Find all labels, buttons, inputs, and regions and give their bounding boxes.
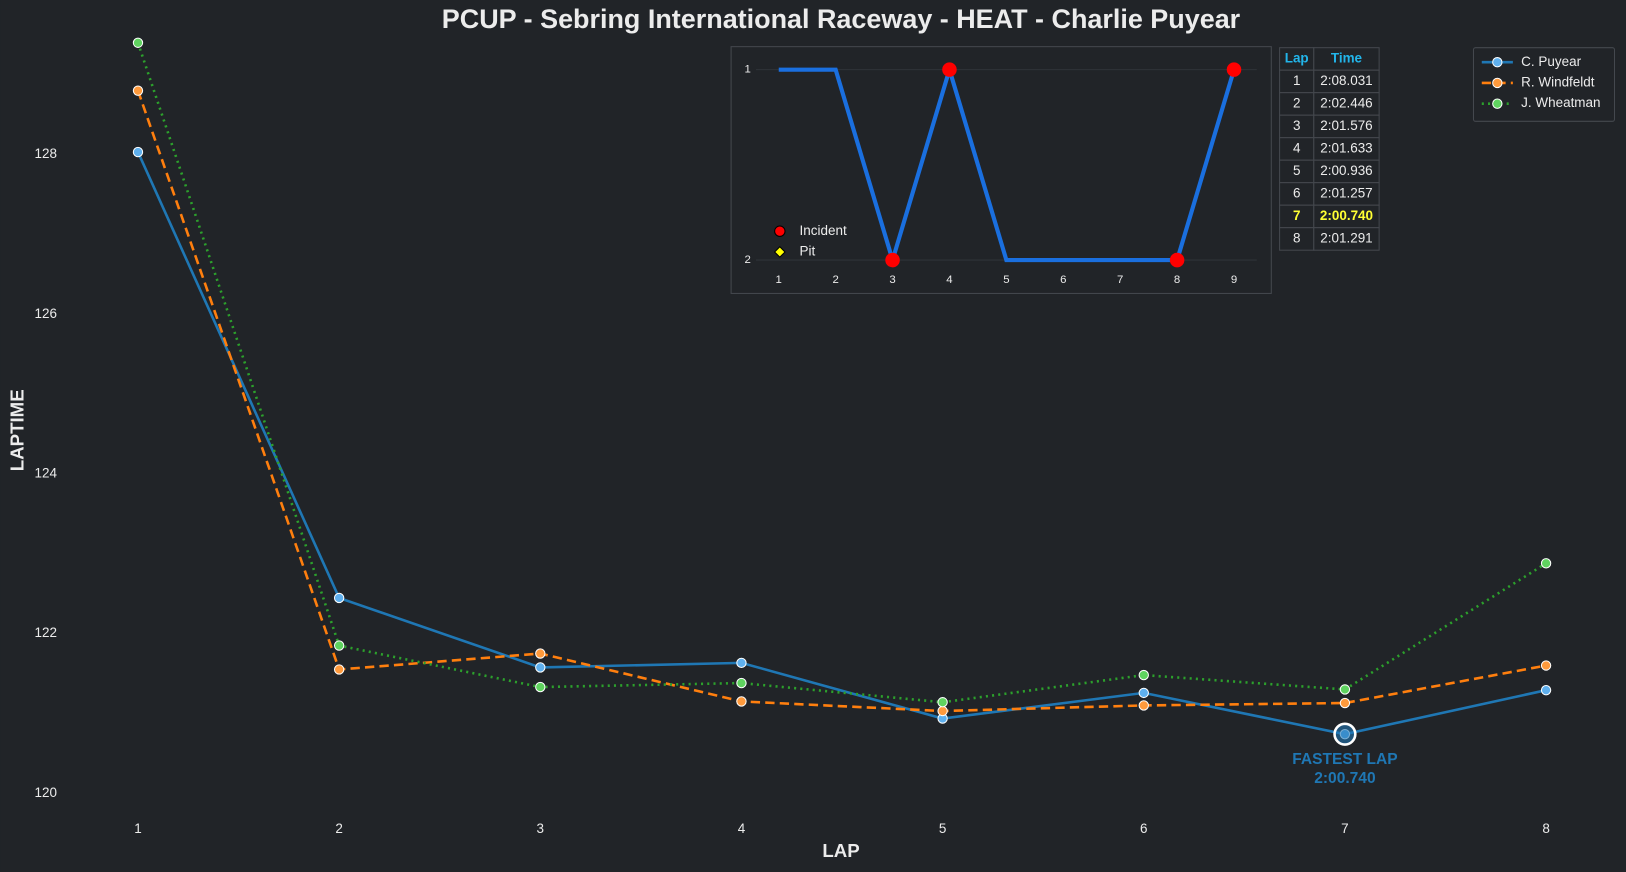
incident-marker <box>1226 62 1242 77</box>
x-tick-label: 6 <box>1140 821 1148 836</box>
y-tick-label: 2 <box>745 254 751 266</box>
table-text: 7 <box>1293 208 1301 223</box>
incident-marker <box>885 252 900 268</box>
data-point <box>1540 558 1552 569</box>
data-point <box>333 664 345 675</box>
x-tick-label: 8 <box>1542 821 1550 836</box>
data-point <box>1138 669 1149 681</box>
data-point <box>535 648 546 659</box>
y-tick-label: 126 <box>34 306 56 321</box>
x-tick-label: 5 <box>939 821 947 836</box>
legend-label: R. Windfeldt <box>1521 75 1595 90</box>
x-tick-label: 4 <box>946 274 952 286</box>
legend-label: Pit <box>800 244 816 259</box>
table-text: 2:01.257 <box>1320 186 1372 201</box>
table-text: 4 <box>1293 141 1301 156</box>
data-point <box>1540 660 1552 671</box>
incident-marker <box>942 62 957 77</box>
x-tick-label: 3 <box>537 821 545 836</box>
legend-marker <box>1492 98 1503 109</box>
y-tick-label: 122 <box>34 625 56 640</box>
table-text: 2:01.633 <box>1320 141 1372 156</box>
incident-marker <box>1169 252 1185 268</box>
table-text: 2:01.576 <box>1320 118 1372 133</box>
legend-label: Incident <box>800 223 847 238</box>
data-point <box>333 640 345 651</box>
legend-marker <box>773 246 786 258</box>
data-point <box>1339 697 1351 709</box>
x-tick-label: 7 <box>1117 274 1123 286</box>
y-tick-label: 120 <box>34 785 56 800</box>
annotation-title: FASTEST LAP <box>1292 751 1397 768</box>
data-point <box>1540 684 1552 696</box>
x-tick-label: 8 <box>1174 274 1180 286</box>
legend-marker <box>1492 57 1503 68</box>
legend-label: C. Puyear <box>1521 54 1581 69</box>
data-point <box>132 85 144 96</box>
series-line <box>136 151 1547 736</box>
x-tick-label: 3 <box>889 274 895 286</box>
table-header: Time <box>1331 51 1363 66</box>
data-point <box>132 146 144 158</box>
data-point <box>736 657 747 669</box>
data-point <box>1339 684 1351 695</box>
table-text: 2:01.291 <box>1320 231 1372 246</box>
table-text: 2:00.740 <box>1320 208 1373 223</box>
table-text: 6 <box>1293 186 1301 201</box>
table-header: Lap <box>1285 51 1309 66</box>
table-text: 5 <box>1293 163 1301 178</box>
y-tick-label: 124 <box>34 465 57 480</box>
x-tick-label: 9 <box>1231 274 1237 286</box>
table-text: 8 <box>1293 231 1301 246</box>
legend-marker <box>774 225 786 237</box>
data-point <box>535 662 546 673</box>
chart-title: PCUP - Sebring International Raceway - H… <box>442 4 1241 34</box>
table-text: 2:00.936 <box>1320 163 1372 178</box>
position-line <box>778 62 1237 268</box>
data-point <box>132 37 144 48</box>
x-tick-label: 2 <box>832 274 838 286</box>
x-tick-label: 1 <box>776 274 782 286</box>
table-text: 1 <box>1293 73 1301 88</box>
series-line <box>136 90 1547 713</box>
table-text: 2:02.446 <box>1320 96 1372 111</box>
table-text: 2:08.031 <box>1320 73 1372 88</box>
table-text: 2 <box>1293 96 1301 111</box>
y-tick-label: 128 <box>34 146 56 161</box>
data-point <box>736 696 747 707</box>
data-point <box>535 681 546 693</box>
annotation-value: 2:00.740 <box>1314 770 1376 787</box>
y-tick-label: 1 <box>745 64 751 76</box>
data-point <box>333 592 345 604</box>
x-tick-label: 7 <box>1341 821 1349 836</box>
data-point <box>937 705 948 717</box>
y-axis-label: LAPTIME <box>7 389 28 471</box>
data-point <box>736 677 747 689</box>
x-tick-label: 2 <box>335 821 343 836</box>
fastest-lap-marker <box>1333 722 1357 746</box>
x-tick-label: 1 <box>134 821 142 836</box>
x-tick-label: 6 <box>1060 274 1066 286</box>
table-text: 3 <box>1293 118 1301 133</box>
x-tick-label: 5 <box>1003 274 1009 286</box>
data-point <box>937 697 948 708</box>
data-point <box>1138 687 1149 699</box>
legend-marker <box>1492 77 1503 89</box>
table-cell <box>1313 227 1380 251</box>
legend-label: J. Wheatman <box>1521 95 1600 110</box>
x-tick-label: 4 <box>738 821 746 836</box>
data-point <box>1138 700 1149 711</box>
x-axis-label: LAP <box>822 840 859 861</box>
